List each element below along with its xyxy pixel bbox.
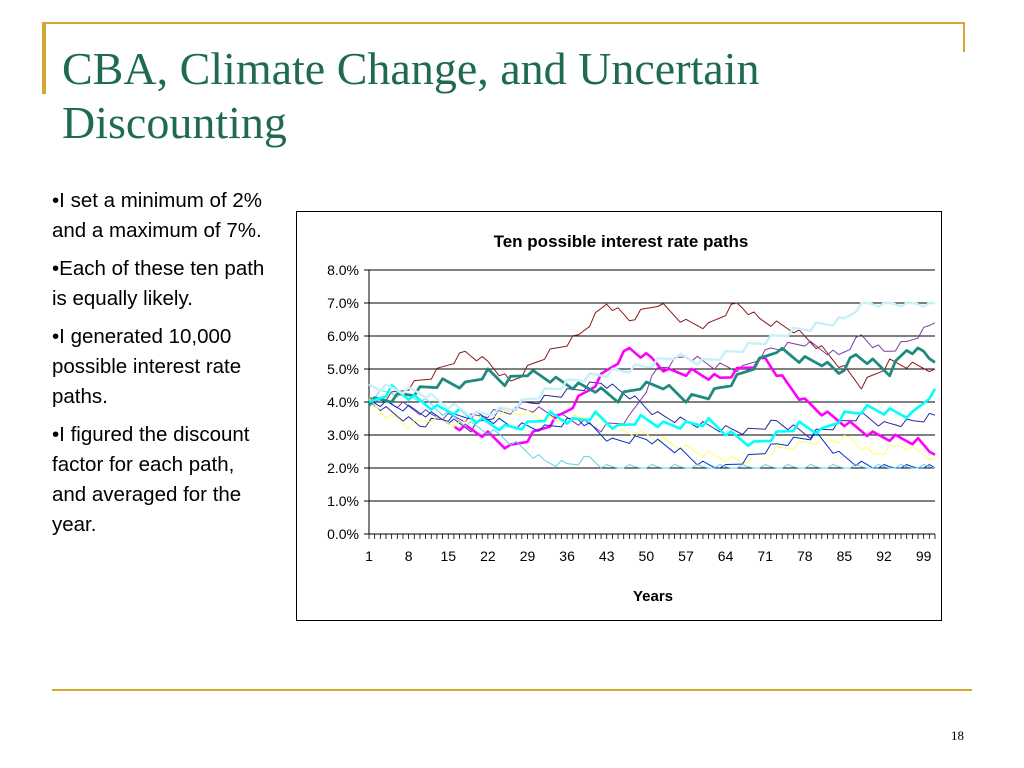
series-line-10 <box>368 301 935 418</box>
y-tick-label: 1.0% <box>327 493 359 509</box>
x-tick-label: 8 <box>405 548 413 564</box>
footer-divider <box>52 689 972 691</box>
series-line-5 <box>368 398 936 464</box>
title-accent-vertical-line <box>42 22 46 94</box>
y-tick-label: 6.0% <box>327 328 359 344</box>
x-tick-label: 99 <box>916 548 932 564</box>
bullet-item: •I generated 10,000 possible interest ra… <box>52 325 242 408</box>
chart-frame: Ten possible interest rate paths Years 0… <box>296 211 942 621</box>
x-tick-label: 64 <box>718 548 734 564</box>
x-tick-label: 36 <box>559 548 575 564</box>
y-tick-label: 7.0% <box>327 295 359 311</box>
x-tick-label: 78 <box>797 548 813 564</box>
slide-title-line-1: CBA, Climate Change, and Uncertain <box>62 43 760 94</box>
series-line-7 <box>368 389 936 469</box>
series-line-4 <box>453 346 936 456</box>
x-axis-label: Years <box>633 588 673 605</box>
x-tick-label: 15 <box>440 548 456 564</box>
page-number: 18 <box>951 728 964 743</box>
title-accent-right-line <box>963 22 965 52</box>
y-tick-label: 8.0% <box>327 262 359 278</box>
x-tick-label: 57 <box>678 548 694 564</box>
x-tick-label: 71 <box>757 548 773 564</box>
y-tick-label: 4.0% <box>327 394 359 410</box>
bullet-item: •I figured the discount factor for each … <box>52 423 250 536</box>
interest-rate-chart: Ten possible interest rate paths Years 0… <box>327 232 937 605</box>
y-tick-label: 5.0% <box>327 361 359 377</box>
bullet-item: •I set a minimum of 2% and a maximum of … <box>52 189 262 242</box>
series-line-3 <box>368 322 936 433</box>
bullet-list: •I set a minimum of 2% and a maximum of … <box>52 186 268 548</box>
x-tick-label: 43 <box>599 548 615 564</box>
x-tick-label: 92 <box>876 548 892 564</box>
x-tick-label: 85 <box>837 548 853 564</box>
chart-title: Ten possible interest rate paths <box>494 232 749 251</box>
bullet-item: •Each of these ten path is equally likel… <box>52 257 265 310</box>
series-line-2 <box>368 381 936 439</box>
series-line-1 <box>368 302 936 401</box>
x-tick-label: 29 <box>520 548 536 564</box>
slide-title-line-2: Discounting <box>62 97 287 148</box>
y-tick-label: 0.0% <box>327 526 359 542</box>
x-tick-label: 22 <box>480 548 496 564</box>
slide-title: CBA, Climate Change, and Uncertain Disco… <box>62 42 942 150</box>
x-tick-label: 50 <box>639 548 655 564</box>
y-tick-label: 3.0% <box>327 427 359 443</box>
title-accent-top-line <box>42 22 964 24</box>
series-line-8 <box>367 346 936 407</box>
x-tick-label: 1 <box>365 548 373 564</box>
y-tick-label: 2.0% <box>327 460 359 476</box>
series-line-6 <box>374 400 936 469</box>
